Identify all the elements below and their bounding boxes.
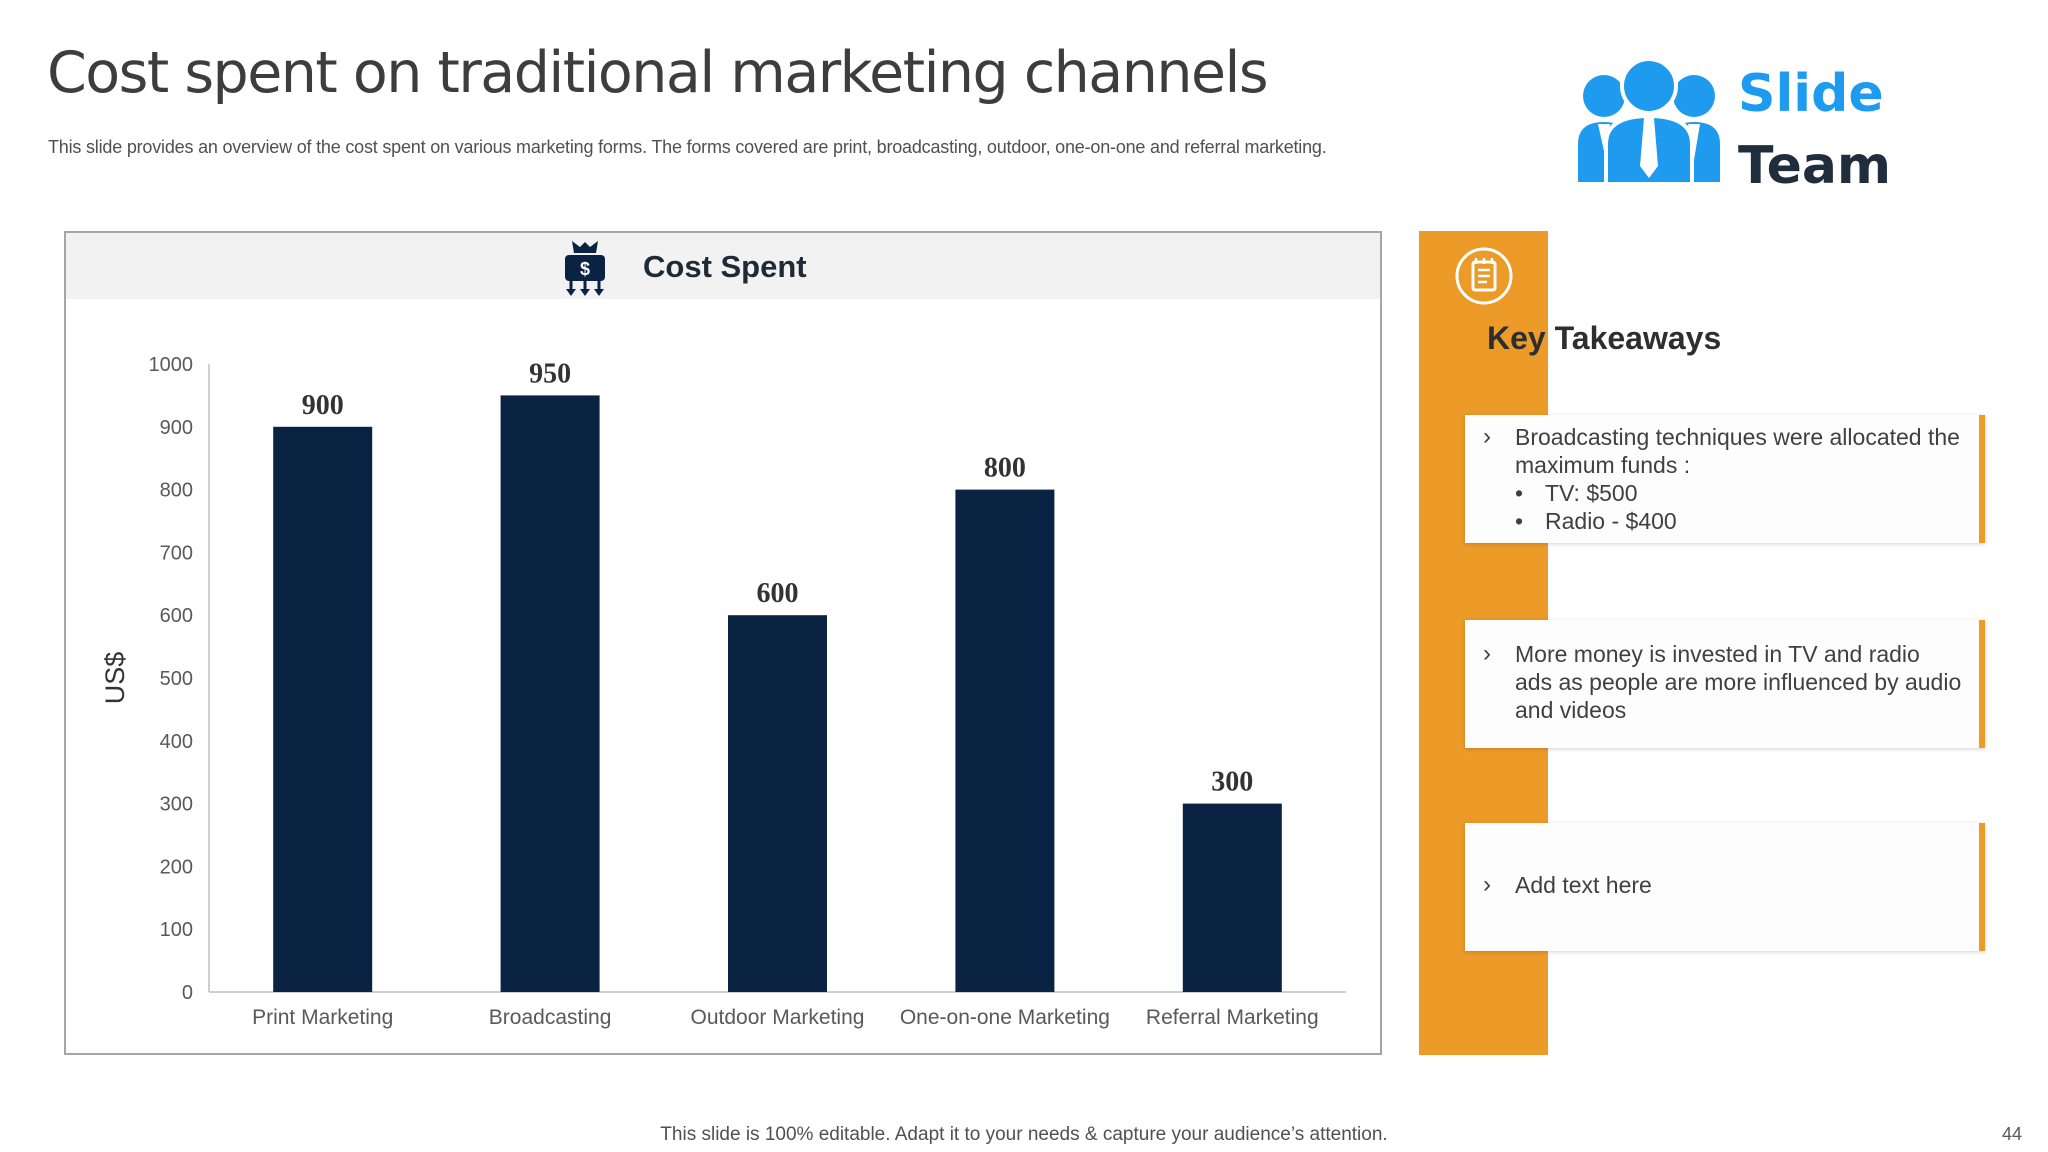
- chevron-right-icon: ›: [1483, 871, 1491, 898]
- y-tick-label: 0: [182, 982, 193, 1004]
- chevron-right-icon: ›: [1483, 640, 1491, 667]
- y-axis-title: US$: [100, 652, 130, 705]
- chart-title: Cost Spent: [643, 249, 807, 284]
- takeaway-bullet-list: TV: $500 Radio - $400: [1515, 479, 1963, 535]
- bar-chart: 0 100 200 300 400 500 600 700 800 900 1000 US$ 900 Pr…: [100, 354, 1346, 1029]
- chart-card: $ Cost Spent 0 100 200 300 400 500 600 700 800 90…: [64, 231, 1382, 1055]
- data-label: 600: [757, 578, 799, 609]
- takeaway-text: Broadcasting techniques were allocated t…: [1515, 423, 1963, 535]
- y-tick-label: 100: [160, 919, 193, 941]
- data-label: 900: [302, 390, 344, 421]
- takeaway-text: More money is invested in TV and radio a…: [1515, 641, 1962, 723]
- y-tick-label: 300: [160, 794, 193, 816]
- y-tick-label: 800: [160, 480, 193, 502]
- svg-text:$: $: [580, 259, 590, 279]
- data-label: 950: [529, 358, 571, 389]
- data-label: 800: [984, 453, 1026, 484]
- team-people-icon: [1578, 57, 1720, 186]
- chevron-right-icon: ›: [1483, 423, 1491, 450]
- y-tick-label: 400: [160, 731, 193, 753]
- bar: [728, 615, 827, 992]
- bar: [273, 426, 373, 992]
- x-tick-label: Outdoor Marketing: [691, 1006, 865, 1029]
- logo-text-team: Team: [1738, 136, 1892, 196]
- takeaway-bullet: TV: $500: [1515, 479, 1963, 507]
- slideteam-logo: Slide Team: [1570, 56, 1891, 192]
- y-tick-label: 700: [160, 542, 193, 564]
- takeaway-text: Add text here: [1515, 872, 1652, 898]
- money-bag-icon: $: [565, 241, 605, 296]
- takeaway-card: › Broadcasting techniques were allocated…: [1465, 415, 1985, 543]
- notepad-icon: [1455, 247, 1513, 305]
- takeaway-card: › More money is invested in TV and radio…: [1465, 620, 1985, 748]
- bar: [500, 395, 600, 992]
- x-tick-label: Referral Marketing: [1146, 1006, 1319, 1029]
- bar: [955, 489, 1055, 992]
- page-number: 44: [2002, 1124, 2023, 1144]
- data-label: 300: [1211, 767, 1253, 798]
- y-tick-label: 200: [160, 856, 193, 878]
- page-title: Cost spent on traditional marketing chan…: [47, 40, 1269, 106]
- y-tick-label: 1000: [149, 354, 194, 376]
- logo-text-slide: Slide: [1738, 64, 1884, 124]
- chart-header: $ Cost Spent: [66, 233, 1380, 299]
- takeaway-bullet: Radio - $400: [1515, 507, 1963, 535]
- y-tick-label: 900: [160, 417, 193, 439]
- bar: [1182, 803, 1282, 992]
- footer-note: This slide is 100% editable. Adapt it to…: [660, 1124, 1388, 1145]
- takeaway-card: › Add text here: [1465, 823, 1985, 951]
- y-tick-label: 600: [160, 605, 193, 627]
- y-tick-label: 500: [160, 668, 193, 690]
- x-tick-label: One-on-one Marketing: [900, 1006, 1110, 1029]
- x-tick-label: Broadcasting: [489, 1006, 612, 1029]
- x-tick-label: Print Marketing: [252, 1006, 393, 1029]
- key-takeaways-heading: Key Takeaways: [1487, 320, 1722, 356]
- page-subtitle: This slide provides an overview of the c…: [48, 137, 1327, 157]
